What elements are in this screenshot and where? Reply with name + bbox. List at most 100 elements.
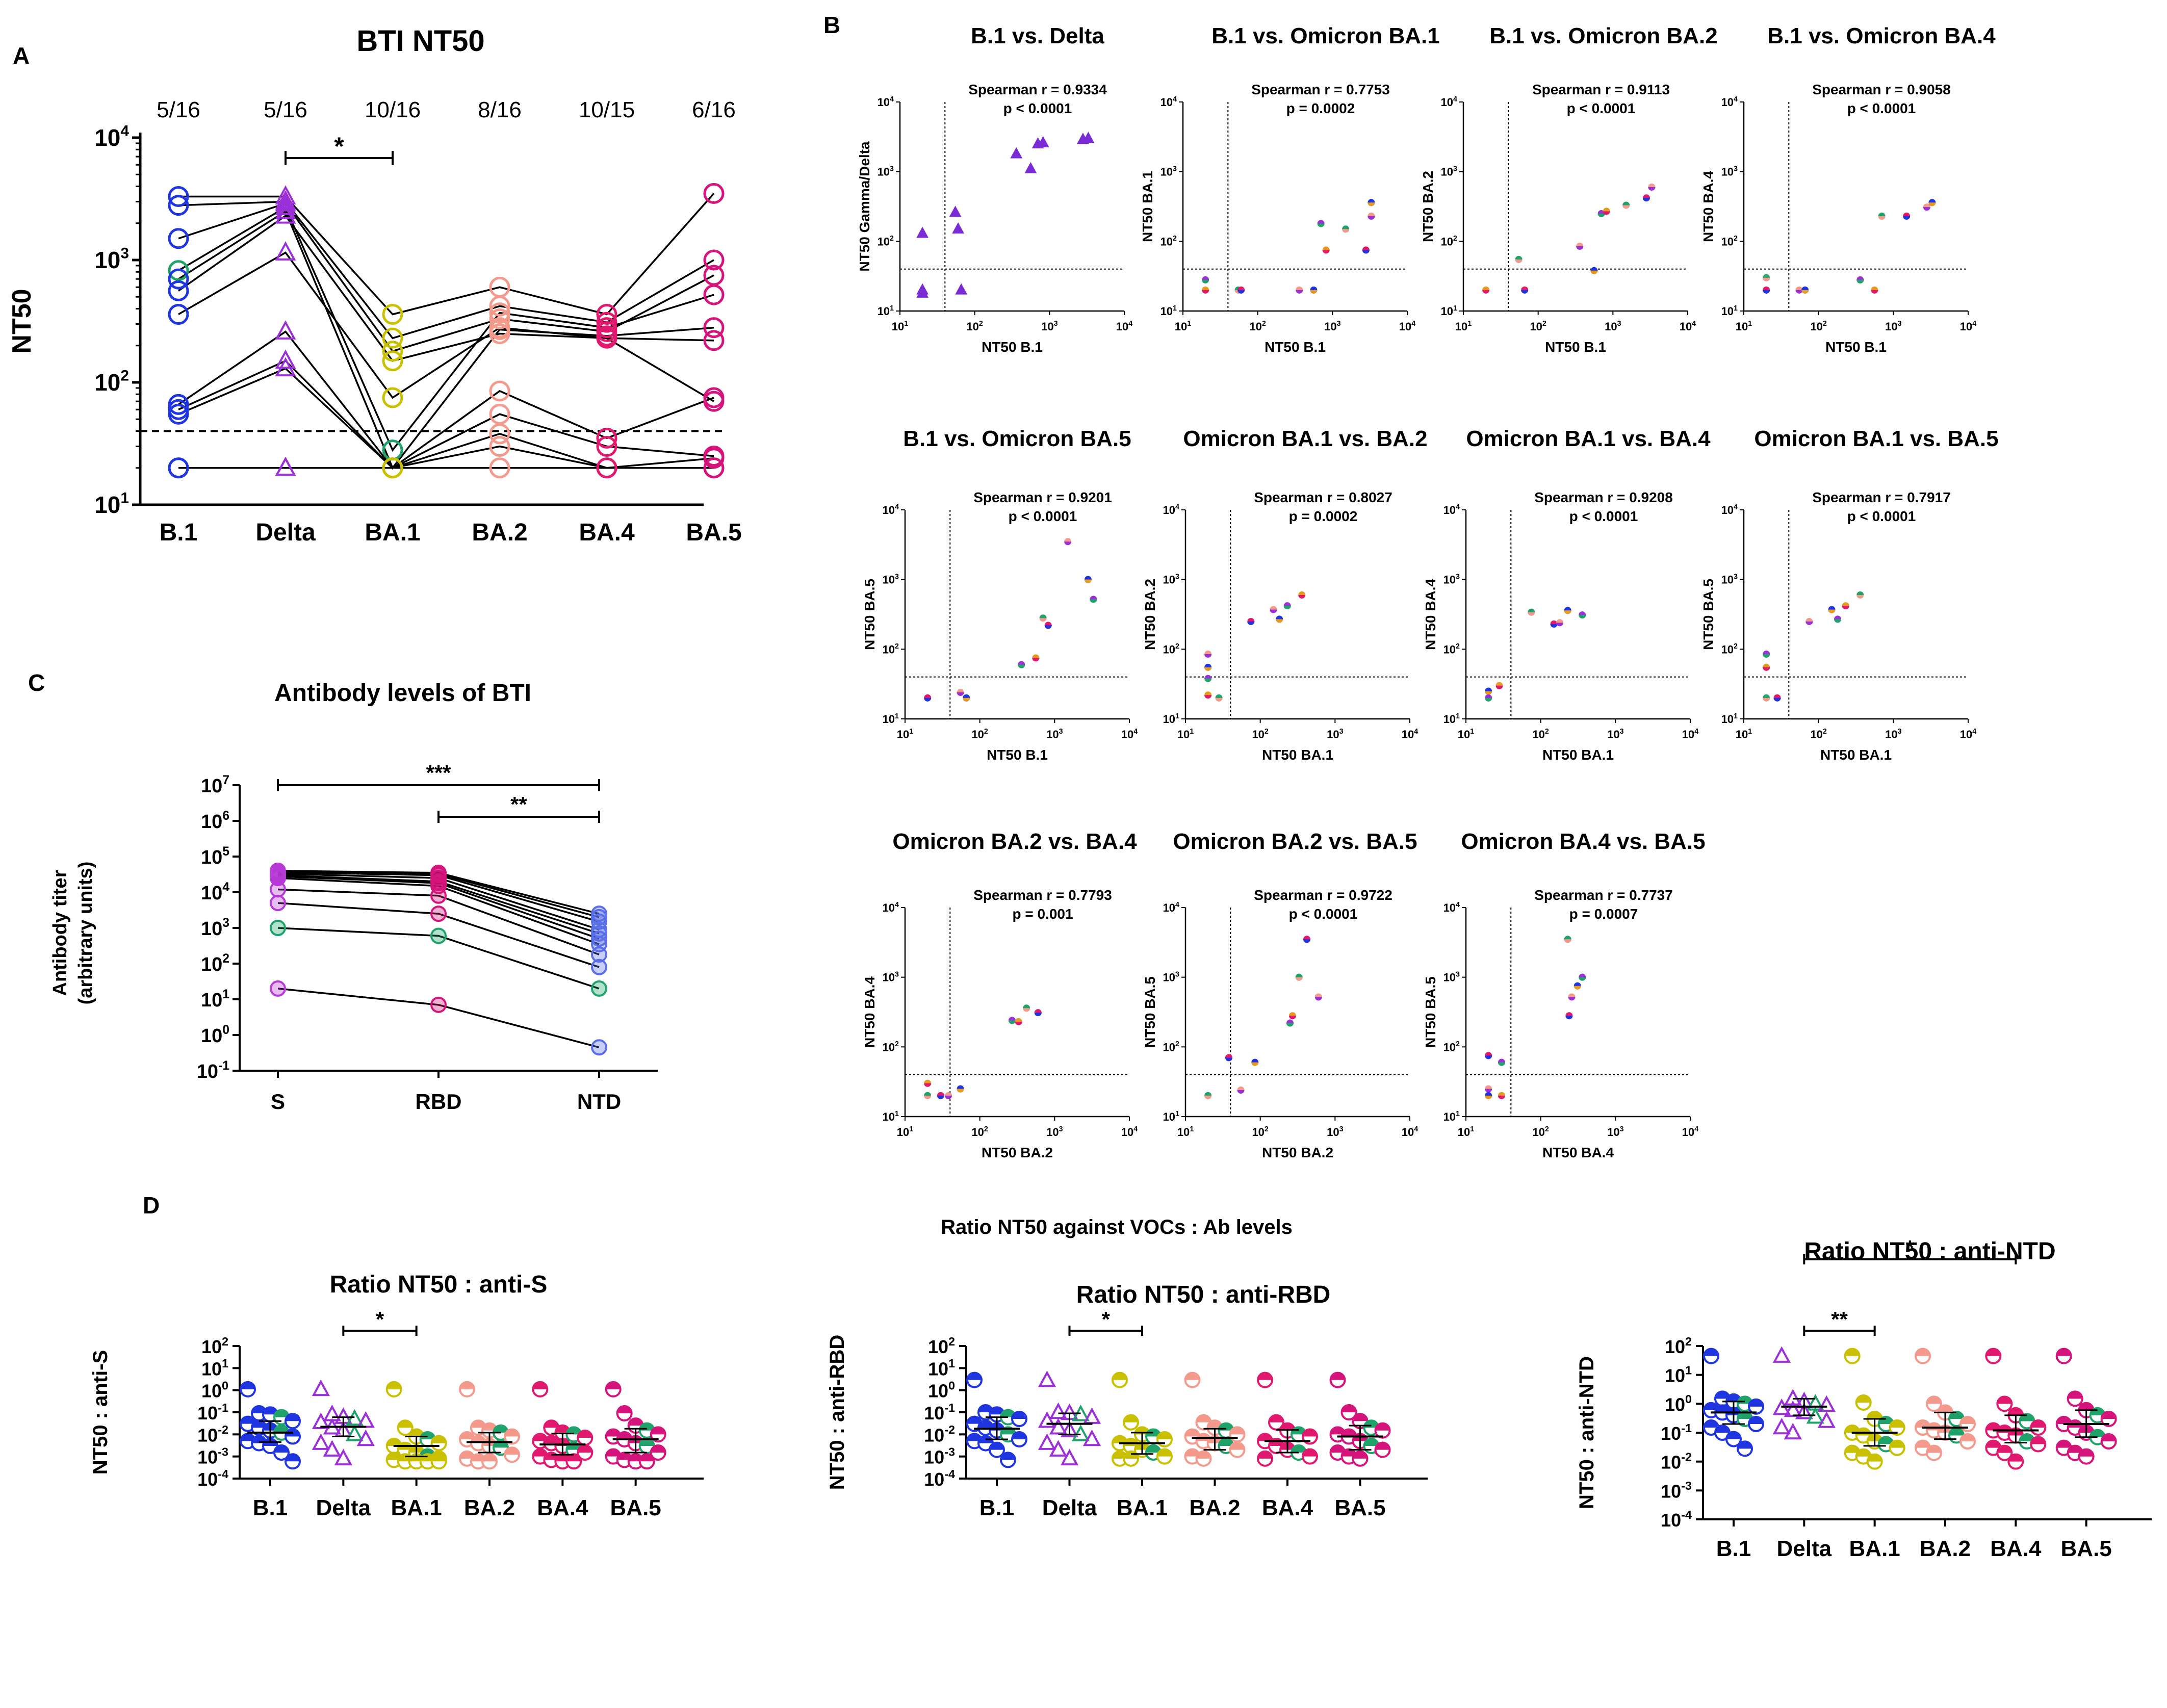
panel-d2-point-fill [1185,1373,1200,1380]
panel-a-ytick-label: 104 [94,123,129,151]
panel-d2-point-fill [1342,1429,1356,1437]
panel-d2-point-fill [978,1405,993,1412]
panel-b-point-half [1485,1055,1492,1059]
panel-c-ytick-label: 106 [201,809,229,833]
panel-d2-title: Ratio NT50 : anti-RBD [1076,1281,1331,1308]
panel-b-ytick-label: 102 [883,1040,899,1053]
panel-b-stat-p: p = 0.001 [1012,906,1073,922]
panel-a-ytick-label: 101 [94,490,129,518]
panel-a-point [382,341,403,362]
panel-a-point [489,423,510,445]
panel-d1-point-fill [431,1436,446,1443]
panel-b-point-half [1023,1008,1030,1012]
panel-b-point-half [1204,678,1212,682]
panel-d2-ytick-label: 100 [928,1379,955,1402]
panel-a-point [489,295,510,317]
panel-b-stat-p: p = 0.0002 [1286,100,1355,116]
panel-d3-point-fill [1845,1426,1860,1433]
panel-d1-point-fill [398,1420,412,1428]
panel-d2-point-fill [1258,1451,1272,1459]
panel-b-xtick-label: 104 [1960,320,1976,333]
panel-d3-point-fill [1867,1454,1882,1462]
panel-d2-point-fill [1292,1445,1306,1453]
panel-b-stat-r: Spearman r = 0.9334 [968,82,1107,97]
panel-b-ytick-label: 102 [883,642,899,656]
panel-d3-point-fill [2008,1454,2023,1462]
panel-b-xtick-label: 101 [892,320,908,333]
panel-d1-point-fill [651,1427,665,1435]
panel-d2-sig-label: * [1102,1307,1111,1331]
panel-d3-ytick-label: 102 [1665,1335,1692,1357]
panel-b-point-half [1276,619,1283,623]
panel-b-point [916,286,929,298]
panel-d3-xtick-label: Delta [1777,1536,1832,1561]
panel-d1-point-fill [471,1420,485,1428]
panel-a-series-line [178,330,714,470]
panel-b-ytick-label: 102 [1721,235,1738,248]
panel-b-xtick-label: 103 [1041,320,1057,333]
panel-b-point-half [1032,658,1040,662]
panel-b-xtick-label: 103 [1605,320,1621,333]
panel-a-point [489,457,510,479]
panel-b-xtick-label: 104 [1680,320,1696,333]
panel-b-ylabel: NT50 BA.2 [1142,579,1158,650]
panel-b-point-half [1317,223,1325,227]
panel-b-ytick-label: 101 [1163,712,1179,726]
panel-b-stat-r: Spearman r = 0.9113 [1532,82,1670,97]
panel-b-xtick-label: 104 [1116,320,1132,333]
panel-d1-point-fill [628,1418,643,1426]
panel-letter-a: A [13,42,30,69]
panel-b-point-half [1295,977,1303,981]
panel-d1-point-fill [482,1454,497,1462]
panel-c-ylabel-2: (arbitrary units) [75,862,96,1005]
panel-d2-xtick-label: Delta [1042,1495,1097,1520]
panel-d1-ytick-label: 10-3 [197,1445,228,1468]
panel-a-point [489,323,510,344]
panel-d1-point-fill [505,1429,519,1437]
panel-a-xtick-label: BA.5 [686,519,741,546]
panel-b-plot-title: B.1 vs. Omicron BA.2 [1489,23,1717,48]
panel-d2-point-fill [1124,1415,1138,1422]
panel-a-ytick-label: 103 [94,245,129,273]
panel-a-xtick-label: BA.2 [472,519,527,546]
panel-d3-point-fill [1845,1445,1860,1453]
panel-d2-point-fill [1230,1427,1245,1435]
panel-b-point-half [945,1095,952,1099]
panel-d2-xtick-label: B.1 [979,1495,1014,1520]
panel-c-point [591,980,607,997]
panel-letter-d: D [143,1192,160,1219]
panel-d1-point-fill [578,1431,592,1438]
panel-b-point-half [1579,977,1586,981]
panel-b-xtick-label: 104 [1402,1125,1418,1138]
panel-d1-point-fill [606,1449,621,1457]
panel-a-point [275,357,296,377]
panel-b-ylabel: NT50 Gamma/Delta [857,141,872,272]
panel-d1-point-fill [420,1432,435,1439]
panel-d1-ytick-label: 101 [201,1357,228,1379]
panel-c-point [591,959,607,975]
panel-c-series-line [277,902,600,968]
panel-b-point-half [1805,621,1813,625]
panel-d3-point-fill [2090,1430,2105,1437]
panel-d1-ytick-label: 102 [201,1335,228,1357]
panel-b-point-half [1314,997,1322,1001]
panel-c-point [430,996,447,1013]
panel-d1-xtick-label: BA.5 [610,1495,661,1520]
panel-b-point-half [1251,1062,1259,1066]
panel-d1-point-fill [555,1425,570,1433]
panel-b-stat-p: p < 0.0001 [1003,100,1072,116]
panel-b-xlabel: NT50 BA.1 [1820,747,1892,763]
panel-b-point-half [1237,1090,1245,1094]
panel-d1-point [312,1379,330,1396]
panel-a-point [382,387,403,408]
panel-d3-point [1784,1422,1802,1440]
panel-a-point [275,241,296,261]
panel-b-stat-r: Spearman r = 0.9058 [1812,82,1951,97]
panel-d3-xtick-label: BA.5 [2061,1536,2112,1561]
panel-c-point [591,930,607,947]
panel-b-ytick-label: 101 [883,712,899,726]
panel-c-xtick-label: NTD [577,1090,621,1114]
panel-d2-point-fill [967,1416,982,1424]
panel-c-point [270,920,286,936]
